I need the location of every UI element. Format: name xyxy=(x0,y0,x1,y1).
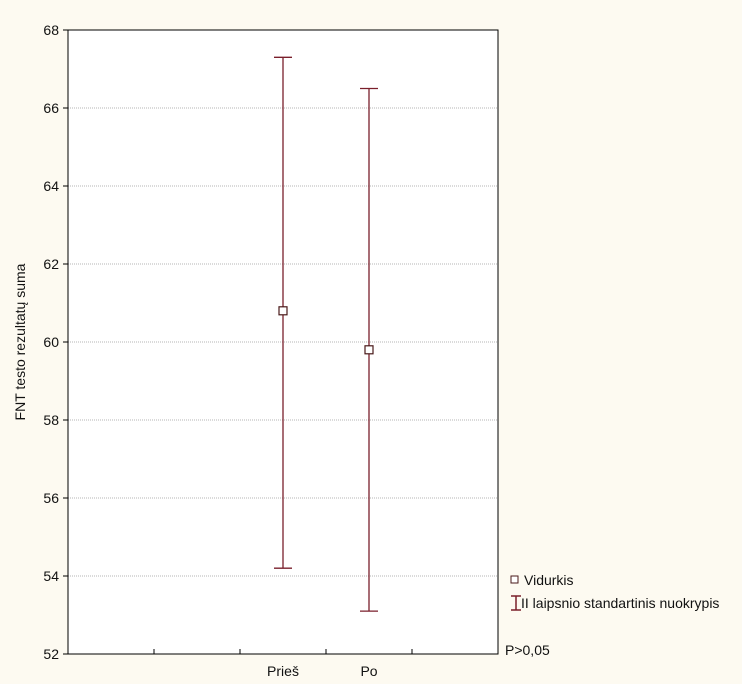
x-axis-categories: Prieš Po xyxy=(267,663,378,679)
x-category-label: Po xyxy=(360,663,377,679)
y-tick-label: 56 xyxy=(43,490,59,506)
y-tick-label: 62 xyxy=(43,256,59,272)
mean-marker xyxy=(364,345,374,355)
y-tick-label: 68 xyxy=(43,22,59,38)
p-value-annotation: P>0,05 xyxy=(505,642,550,658)
mean-marker xyxy=(278,306,288,316)
legend-mean-marker xyxy=(510,575,519,584)
y-tick-label: 64 xyxy=(43,178,59,194)
legend: Vidurkis II laipsnio standartinis nuokry… xyxy=(510,572,719,611)
y-axis-ticks: 52 54 56 58 60 62 64 66 68 xyxy=(43,22,68,662)
y-tick-label: 58 xyxy=(43,412,59,428)
legend-error-label: II laipsnio standartinis nuokrypis xyxy=(521,595,719,611)
y-tick-label: 52 xyxy=(43,646,59,662)
y-tick-label: 54 xyxy=(43,568,59,584)
x-tick-marks xyxy=(153,649,413,654)
y-tick-label: 60 xyxy=(43,334,59,350)
series-marks xyxy=(274,56,378,612)
y-axis-title: FNT testo rezultatų suma xyxy=(12,263,28,420)
x-category-label: Prieš xyxy=(267,663,299,679)
legend-mean-label: Vidurkis xyxy=(524,572,574,588)
y-tick-label: 66 xyxy=(43,100,59,116)
